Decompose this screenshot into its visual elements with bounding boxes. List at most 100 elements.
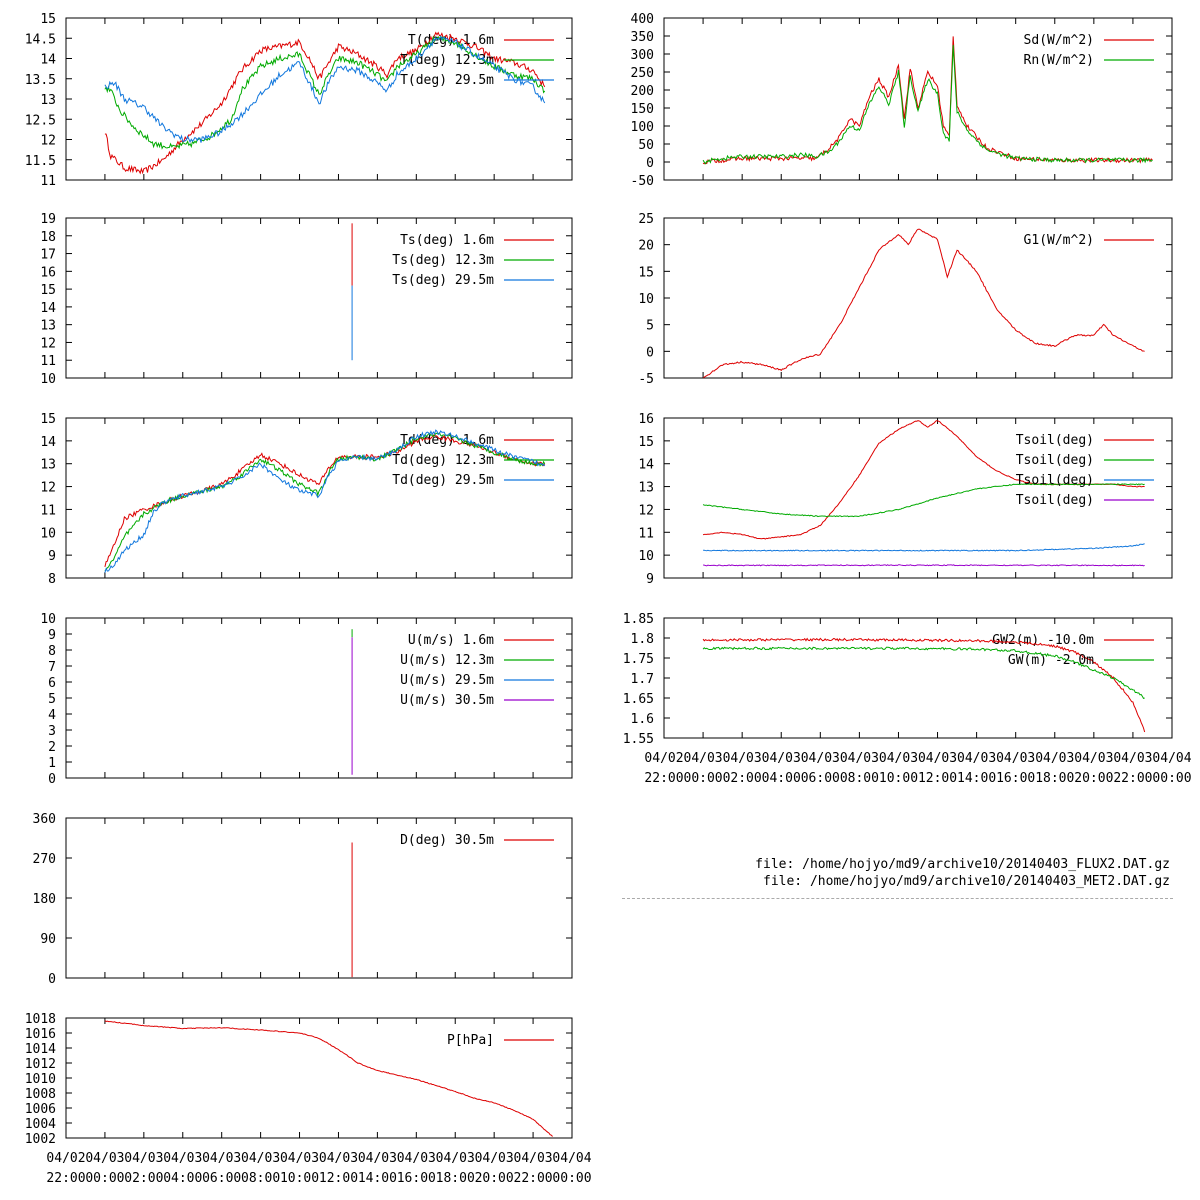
y-tick-label: 8 [48,572,56,587]
y-tick-label: 9 [48,549,56,564]
y-tick-label: 12 [40,481,56,496]
y-tick-label: 3 [48,724,56,739]
x-tick-label: 04/03 06:00 [801,751,840,786]
y-tick-label: 1.7 [631,672,654,687]
x-tick-label: 04/03 02:00 [124,1151,163,1186]
y-tick-label: 9 [646,572,654,587]
y-tick-label: 13.5 [25,73,56,88]
legend-label: Td(deg) 12.3m [392,453,494,468]
y-tick-label: 14.5 [25,32,56,47]
legend-label: Tsoil(deg) [1016,433,1094,448]
series-line [703,564,1145,567]
y-tick-label: 1006 [25,1102,56,1117]
x-tick-label: 04/03 10:00 [879,751,918,786]
y-tick-label: 1004 [25,1117,56,1132]
plot-frame [663,617,1173,739]
file-line: file: /home/hojyo/md9/archive10/20140403… [755,857,1170,872]
y-tick-label: 1010 [25,1072,56,1087]
y-tick-label: 1.6 [631,712,654,727]
y-tick-label: 200 [631,84,654,99]
series-line [104,429,546,573]
y-tick-label: 0 [646,156,654,171]
chart-sd: -50 0 50 100 150 200 250 300 350 400 Sd(W/m^2) Rn(W… [631,12,1173,189]
y-tick-label: 15 [40,412,56,427]
y-tick-label: 5 [48,692,56,707]
file-info: file: /home/hojyo/md9/archive10/20140403… [755,856,1170,890]
y-tick-label: 17 [40,248,56,263]
legend-label: U(m/s) 1.6m [408,633,494,648]
legend-label: GW(m) -2.0m [1008,653,1094,668]
x-tick-label: 04/03 00:00 [684,751,723,786]
x-tick-label: 04/04 00:00 [552,1151,591,1186]
y-tick-label: 300 [631,48,654,63]
series-line [702,44,1153,165]
y-tick-label: 0 [646,345,654,360]
y-tick-label: 10 [40,526,56,541]
legend-label: Td(deg) 29.5m [392,473,494,488]
legend-label: Sd(W/m^2) [1024,33,1094,48]
y-tick-label: 11 [638,526,654,541]
plot-frame [65,217,573,379]
y-tick-label: 360 [33,812,56,827]
y-tick-label: 180 [33,892,56,907]
x-tick-label: 04/03 04:00 [762,751,801,786]
y-tick-label: -50 [631,174,654,189]
plot-frame [663,17,1173,181]
y-tick-label: 12 [40,134,56,149]
legend-label: Ts(deg) 29.5m [392,273,494,288]
series-line [104,1020,553,1137]
y-tick-label: 11 [40,503,56,518]
y-tick-label: 16 [638,412,654,427]
series-line [702,483,1145,518]
y-tick-label: 7 [48,660,56,675]
y-tick-label: 15 [40,283,56,298]
y-tick-label: 14 [40,435,56,450]
y-tick-label: 12.5 [25,113,56,128]
series-line [104,35,546,144]
y-tick-label: 19 [40,212,56,227]
x-tick-label: 04/03 20:00 [1074,751,1113,786]
x-tick-label: 04/03 18:00 [436,1151,475,1186]
y-tick-label: 2 [48,740,56,755]
y-tick-label: 250 [631,66,654,81]
y-tick-label: 10 [40,372,56,387]
legend-label: T(deg) 1.6m [408,33,494,48]
y-tick-label: 16 [40,265,56,280]
y-tick-label: 14 [40,53,56,68]
x-tick-label: 04/02 22:00 [46,1151,85,1186]
x-tick-label: 04/03 14:00 [358,1151,397,1186]
y-tick-label: 20 [638,239,654,254]
chart-g1: -5 0 5 10 15 20 25 G1(W/m^2) [638,212,1173,387]
x-tick-label: 04/03 00:00 [85,1151,124,1186]
y-tick-label: 11.5 [25,154,56,169]
y-tick-label: 6 [48,676,56,691]
y-tick-label: 15 [638,265,654,280]
x-tick-label: 04/03 22:00 [1113,751,1152,786]
legend-label: T(deg) 29.5m [400,73,494,88]
y-tick-label: 10 [638,549,654,564]
y-tick-label: 1016 [25,1027,56,1042]
y-tick-label: 270 [33,852,56,867]
y-tick-label: 10 [638,292,654,307]
y-tick-label: 13 [638,481,654,496]
y-tick-label: 1.65 [623,692,654,707]
y-tick-label: 1.85 [623,612,654,627]
legend-label: Ts(deg) 12.3m [392,253,494,268]
plot-frame [663,217,1173,379]
y-tick-label: 14 [638,458,654,473]
x-tick-label: 04/03 14:00 [957,751,996,786]
y-tick-label: 1002 [25,1132,56,1147]
y-tick-label: 11 [40,174,56,189]
x-tick-label: 04/03 02:00 [723,751,762,786]
series-line [104,35,546,150]
file-line: file: /home/hojyo/md9/archive10/20140403… [763,874,1170,889]
y-tick-label: 0 [48,972,56,987]
y-tick-label: 4 [48,708,56,723]
x-tick-label: 04/03 10:00 [280,1151,319,1186]
x-tick-label: 04/03 16:00 [996,751,1035,786]
plot-frame [663,417,1173,579]
y-tick-label: 11 [40,354,56,369]
